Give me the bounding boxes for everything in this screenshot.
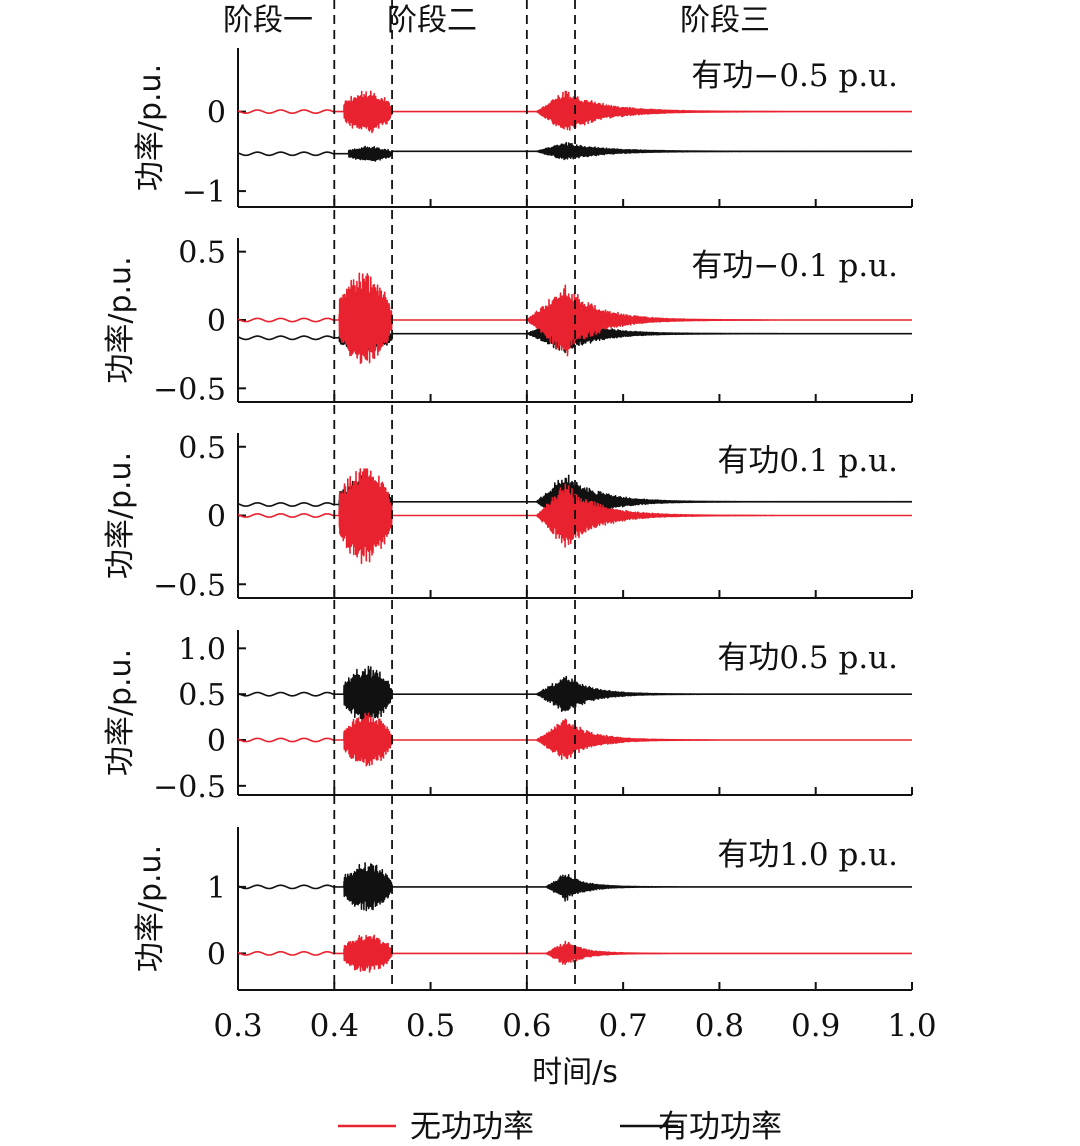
y-tick-label: −0.5 xyxy=(153,372,226,407)
legend-entry-label: 无功功率 xyxy=(410,1109,534,1145)
y-axis-label: 功率/p.u. xyxy=(103,649,138,776)
legend-entry-label: 有功功率 xyxy=(658,1109,782,1145)
y-tick-label: 0 xyxy=(207,500,226,535)
panel-title: 有功0.1 p.u. xyxy=(717,443,898,479)
x-tick-label: 0.9 xyxy=(791,1008,840,1044)
y-tick-label: 0 xyxy=(207,304,226,339)
x-axis: 0.3 0.4 0.5 0.6 0.7 0.8 0.9 1.0 xyxy=(213,1008,936,1044)
panel-3: 0.5 0 −0.5 功率/p.u. 有功0.1 p.u. xyxy=(103,431,913,603)
panel-2: 0.5 0 −0.5 功率/p.u. 有功−0.1 p.u. xyxy=(103,236,913,407)
x-axis-label: 时间/s xyxy=(532,1055,618,1090)
y-tick-label: −0.5 xyxy=(153,568,226,603)
stage-label-1: 阶段一 xyxy=(223,3,313,38)
y-axis-label: 功率/p.u. xyxy=(133,845,168,972)
x-tick-label: 0.4 xyxy=(310,1008,359,1044)
y-tick-label: −1 xyxy=(182,175,226,210)
y-tick-label: −0.5 xyxy=(153,770,226,805)
y-tick-label: 0 xyxy=(207,937,226,972)
stage-labels: 阶段一 阶段二 阶段三 xyxy=(223,3,770,38)
y-axis-label: 功率/p.u. xyxy=(103,452,138,579)
y-axis-label: 功率/p.u. xyxy=(133,64,168,191)
y-tick-label: 0.5 xyxy=(178,678,226,713)
stage-label-2: 阶段二 xyxy=(387,3,477,38)
stage-label-3: 阶段三 xyxy=(680,3,770,38)
y-axis-label: 功率/p.u. xyxy=(103,256,138,383)
panel-title: 有功1.0 p.u. xyxy=(717,837,898,873)
stage-boundaries xyxy=(333,0,576,990)
x-tick-label: 0.5 xyxy=(406,1008,455,1044)
panel-title: 有功0.5 p.u. xyxy=(717,640,898,676)
panel-4: 1.0 0.5 0 −0.5 功率/p.u. 有功0.5 p.u. xyxy=(103,630,913,805)
legend: 无功功率 有功功率 xyxy=(338,1109,782,1145)
y-tick-label: 0.5 xyxy=(178,431,226,466)
x-tick-label: 0.8 xyxy=(695,1008,744,1044)
panel-1: 0 −1 功率/p.u. 有功−0.5 p.u. xyxy=(133,48,913,210)
y-tick-label: 0 xyxy=(207,724,226,759)
x-tick-label: 1.0 xyxy=(887,1008,936,1044)
y-tick-label: 0.5 xyxy=(178,236,226,271)
panel-title: 有功−0.1 p.u. xyxy=(691,248,898,284)
x-tick-label: 0.3 xyxy=(213,1008,262,1044)
x-tick-label: 0.7 xyxy=(598,1008,647,1044)
panel-5: 1 0 功率/p.u. 有功1.0 p.u. xyxy=(133,827,913,991)
panels: 0 −1 功率/p.u. 有功−0.5 p.u. 0.5 0 −0.5 功率/p.u. 有功−0… xyxy=(103,48,913,991)
x-tick-label: 0.6 xyxy=(502,1008,551,1044)
y-tick-label: 0 xyxy=(207,96,226,131)
y-tick-label: 1.0 xyxy=(178,632,226,667)
panel-title: 有功−0.5 p.u. xyxy=(691,58,898,94)
y-tick-label: 1 xyxy=(207,871,226,906)
